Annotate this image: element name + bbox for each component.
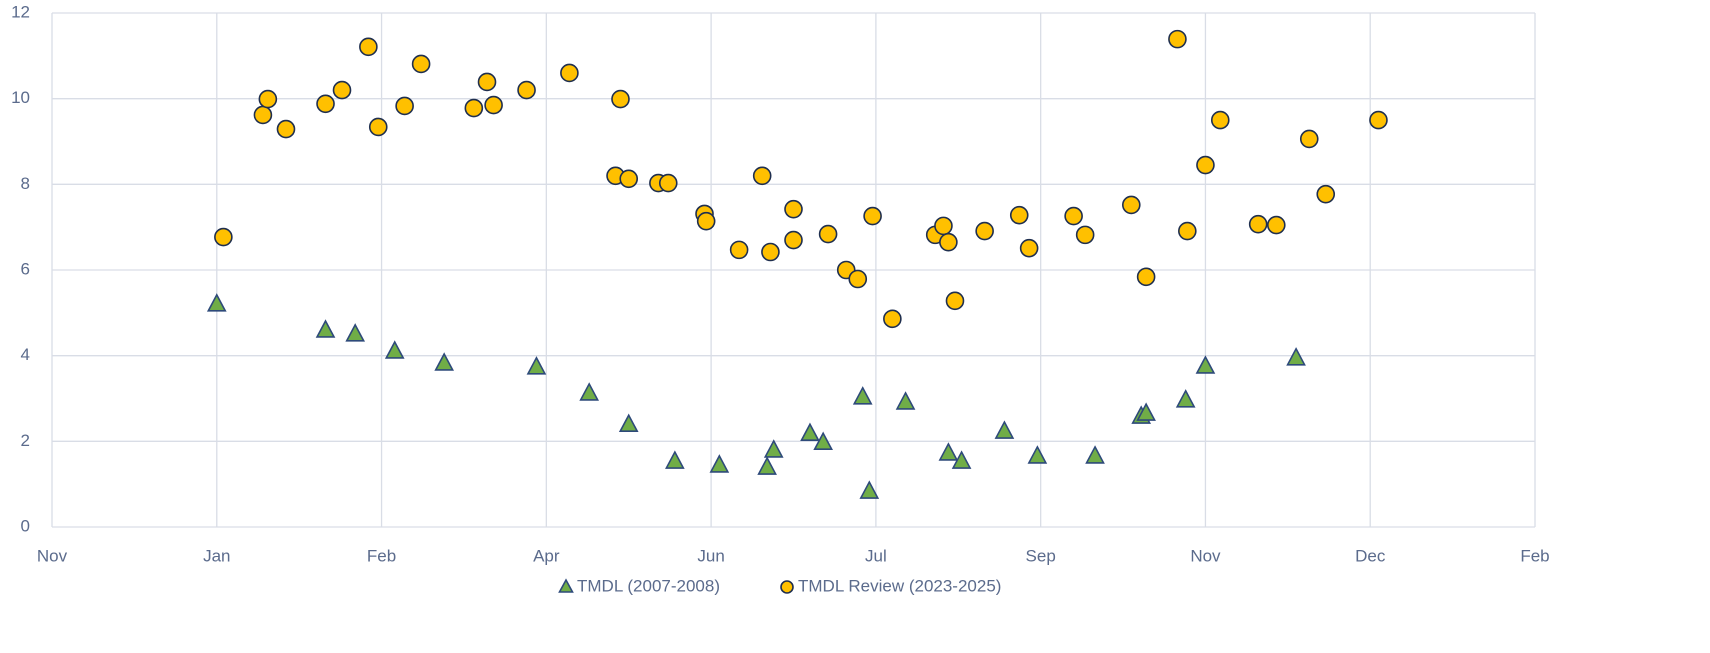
- point: [939, 232, 958, 252]
- point: [1136, 402, 1156, 421]
- point: [1369, 110, 1388, 130]
- point: [1085, 445, 1105, 464]
- x-tick-label: Feb: [367, 546, 396, 565]
- point: [332, 80, 352, 100]
- point: [1210, 110, 1230, 130]
- point: [1286, 347, 1306, 366]
- point: [784, 230, 803, 250]
- point: [411, 54, 431, 74]
- x-tick-label: Jan: [203, 546, 230, 565]
- point: [1196, 155, 1215, 175]
- point: [214, 227, 233, 247]
- point: [1009, 205, 1029, 225]
- point: [517, 80, 536, 100]
- point: [359, 37, 378, 57]
- point: [784, 199, 803, 219]
- point: [658, 173, 678, 193]
- point: [1168, 29, 1187, 49]
- point: [618, 413, 639, 433]
- point: [345, 323, 366, 342]
- y-tick-label: 8: [21, 174, 30, 193]
- x-tick-label: Dec: [1355, 546, 1386, 565]
- point: [258, 89, 278, 109]
- point: [368, 117, 388, 137]
- y-tick-label: 2: [21, 431, 30, 450]
- point: [434, 352, 455, 371]
- point: [852, 386, 873, 405]
- point: [863, 206, 882, 226]
- x-tick-label: Feb: [1520, 546, 1549, 565]
- point: [484, 95, 503, 115]
- point: [1248, 214, 1268, 234]
- point: [665, 450, 685, 469]
- point: [951, 450, 972, 469]
- point: [994, 420, 1015, 439]
- point: [975, 221, 994, 241]
- point: [761, 242, 780, 262]
- point: [384, 340, 405, 359]
- point: [1178, 221, 1197, 241]
- point: [464, 98, 484, 118]
- point: [395, 96, 414, 116]
- point: [696, 211, 716, 231]
- point: [276, 119, 296, 139]
- point: [526, 356, 547, 375]
- x-tick-label: Jun: [697, 546, 724, 565]
- x-tick-label: Jul: [865, 546, 887, 565]
- point: [579, 382, 600, 401]
- point: [1195, 355, 1216, 374]
- x-tick-label: Nov: [37, 546, 68, 565]
- point: [206, 293, 227, 312]
- point: [895, 391, 916, 410]
- point: [253, 105, 273, 125]
- y-tick-label: 0: [21, 516, 30, 535]
- point: [315, 319, 336, 338]
- point: [1121, 195, 1141, 215]
- x-tick-label: Nov: [1190, 546, 1221, 565]
- y-tick-label: 4: [21, 345, 30, 364]
- legend-label: TMDL Review (2023-2025): [798, 576, 1001, 595]
- point: [763, 439, 784, 458]
- point: [619, 169, 639, 189]
- point: [611, 89, 630, 109]
- point: [1136, 267, 1156, 287]
- point: [859, 480, 880, 499]
- point: [934, 216, 953, 236]
- point: [709, 454, 730, 473]
- point: [800, 422, 820, 441]
- point: [752, 166, 772, 186]
- point: [848, 269, 868, 289]
- point: [813, 431, 833, 450]
- point: [1299, 129, 1319, 149]
- point: [1075, 225, 1095, 245]
- point: [560, 63, 579, 83]
- point: [316, 94, 335, 114]
- y-tick-label: 10: [11, 88, 30, 107]
- point: [1175, 389, 1196, 408]
- x-tick-label: Apr: [533, 546, 560, 565]
- point: [757, 456, 777, 475]
- point: [477, 72, 497, 92]
- point: [1027, 445, 1048, 464]
- point: [945, 291, 965, 311]
- point: [1064, 206, 1083, 226]
- y-tick-label: 12: [11, 2, 30, 21]
- legend-marker: [780, 580, 794, 594]
- point: [1019, 238, 1039, 258]
- point: [1266, 215, 1286, 235]
- legend-marker: [558, 578, 574, 593]
- x-tick-label: Sep: [1026, 546, 1056, 565]
- point: [883, 309, 902, 329]
- point: [818, 224, 838, 244]
- point: [938, 442, 959, 461]
- point: [729, 240, 749, 260]
- point: [1316, 184, 1336, 204]
- y-tick-label: 6: [21, 259, 30, 278]
- legend-label: TMDL (2007-2008): [577, 576, 720, 595]
